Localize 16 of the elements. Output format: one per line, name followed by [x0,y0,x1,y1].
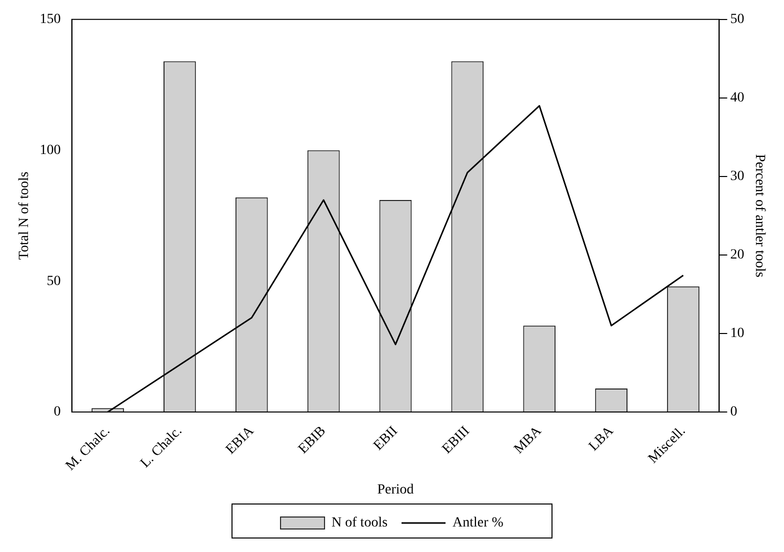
y-tick-label: 0 [54,404,61,420]
y-tick-label: 50 [46,274,61,289]
y-axis-title: Total N of tools [17,172,32,260]
y-tick-label: 150 [40,12,61,28]
x-tick-label: LBA [586,423,618,454]
y2-tick-label: 0 [730,404,738,420]
y-tick-label: 100 [40,142,61,158]
y2-tick-label: 40 [730,90,744,106]
legend-label: N of tools [332,516,388,531]
legend-label: Antler % [452,516,504,531]
y2-tick-label: 30 [730,169,744,184]
y2-tick-label: 10 [730,326,744,342]
y2-axis-title: Percent of antler tools [752,154,767,278]
x-axis-title: Period [377,482,414,498]
y2-tick-label: 20 [730,248,744,263]
y2-tick-label: 50 [730,12,744,28]
